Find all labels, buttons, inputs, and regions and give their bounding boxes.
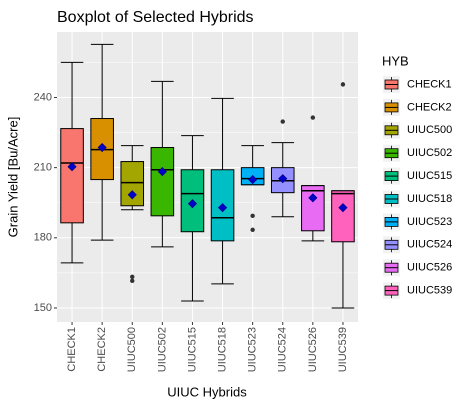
y-tick-label: 150: [34, 302, 52, 314]
legend-label: UIUC515: [407, 170, 452, 182]
mean-marker: [338, 203, 348, 213]
mean-marker: [278, 174, 288, 184]
outlier: [250, 227, 255, 233]
outlier: [250, 213, 255, 219]
outlier: [280, 119, 285, 124]
legend-label: UIUC524: [407, 239, 452, 251]
y-tick-label: 210: [34, 162, 52, 174]
mean-marker: [217, 203, 228, 213]
legend-label: UIUC526: [407, 262, 452, 274]
mean-marker: [308, 193, 318, 203]
x-tick-label: UIUC526: [307, 327, 319, 372]
mean-marker: [97, 142, 107, 153]
box: [120, 161, 145, 207]
box: [60, 128, 84, 224]
box: [150, 147, 175, 217]
outlier: [130, 274, 135, 280]
x-axis-label: UIUC Hybrids: [167, 384, 247, 399]
outlier: [310, 115, 316, 120]
x-tick-label: UIUC518: [216, 327, 228, 372]
x-tick-label: UIUC524: [277, 327, 289, 372]
mean-marker: [157, 167, 167, 177]
mean-marker: [187, 199, 198, 209]
outlier: [340, 82, 346, 87]
x-tick-label: UIUC539: [337, 327, 349, 372]
x-tick-label: UIUC523: [247, 327, 259, 372]
mean-marker: [248, 175, 258, 185]
mean-marker: [127, 190, 137, 200]
outlier: [130, 278, 135, 284]
legend-label: CHECK2: [407, 101, 452, 113]
legend-label: UIUC518: [407, 193, 452, 205]
legend-label: UIUC539: [407, 285, 452, 297]
x-tick-label: UIUC502: [156, 327, 168, 372]
y-tick-label: 180: [34, 232, 52, 244]
legend-label: UIUC500: [407, 124, 452, 136]
x-tick-label: CHECK1: [66, 327, 78, 372]
x-tick-label: UIUC500: [126, 327, 138, 372]
chart-title: Boxplot of Selected Hybrids: [57, 9, 254, 26]
box: [331, 190, 355, 243]
mean-marker: [67, 162, 77, 172]
y-axis-label: Grain Yield [Bu/Acre]: [5, 117, 20, 238]
legend-label: UIUC523: [407, 216, 452, 228]
legend-title: HYB: [382, 53, 409, 68]
box: [301, 185, 325, 232]
x-tick-label: UIUC515: [186, 327, 198, 372]
legend-label: UIUC502: [407, 147, 452, 159]
x-tick-label: CHECK2: [96, 327, 108, 372]
y-tick-label: 240: [34, 91, 52, 103]
legend-label: CHECK1: [407, 78, 452, 90]
